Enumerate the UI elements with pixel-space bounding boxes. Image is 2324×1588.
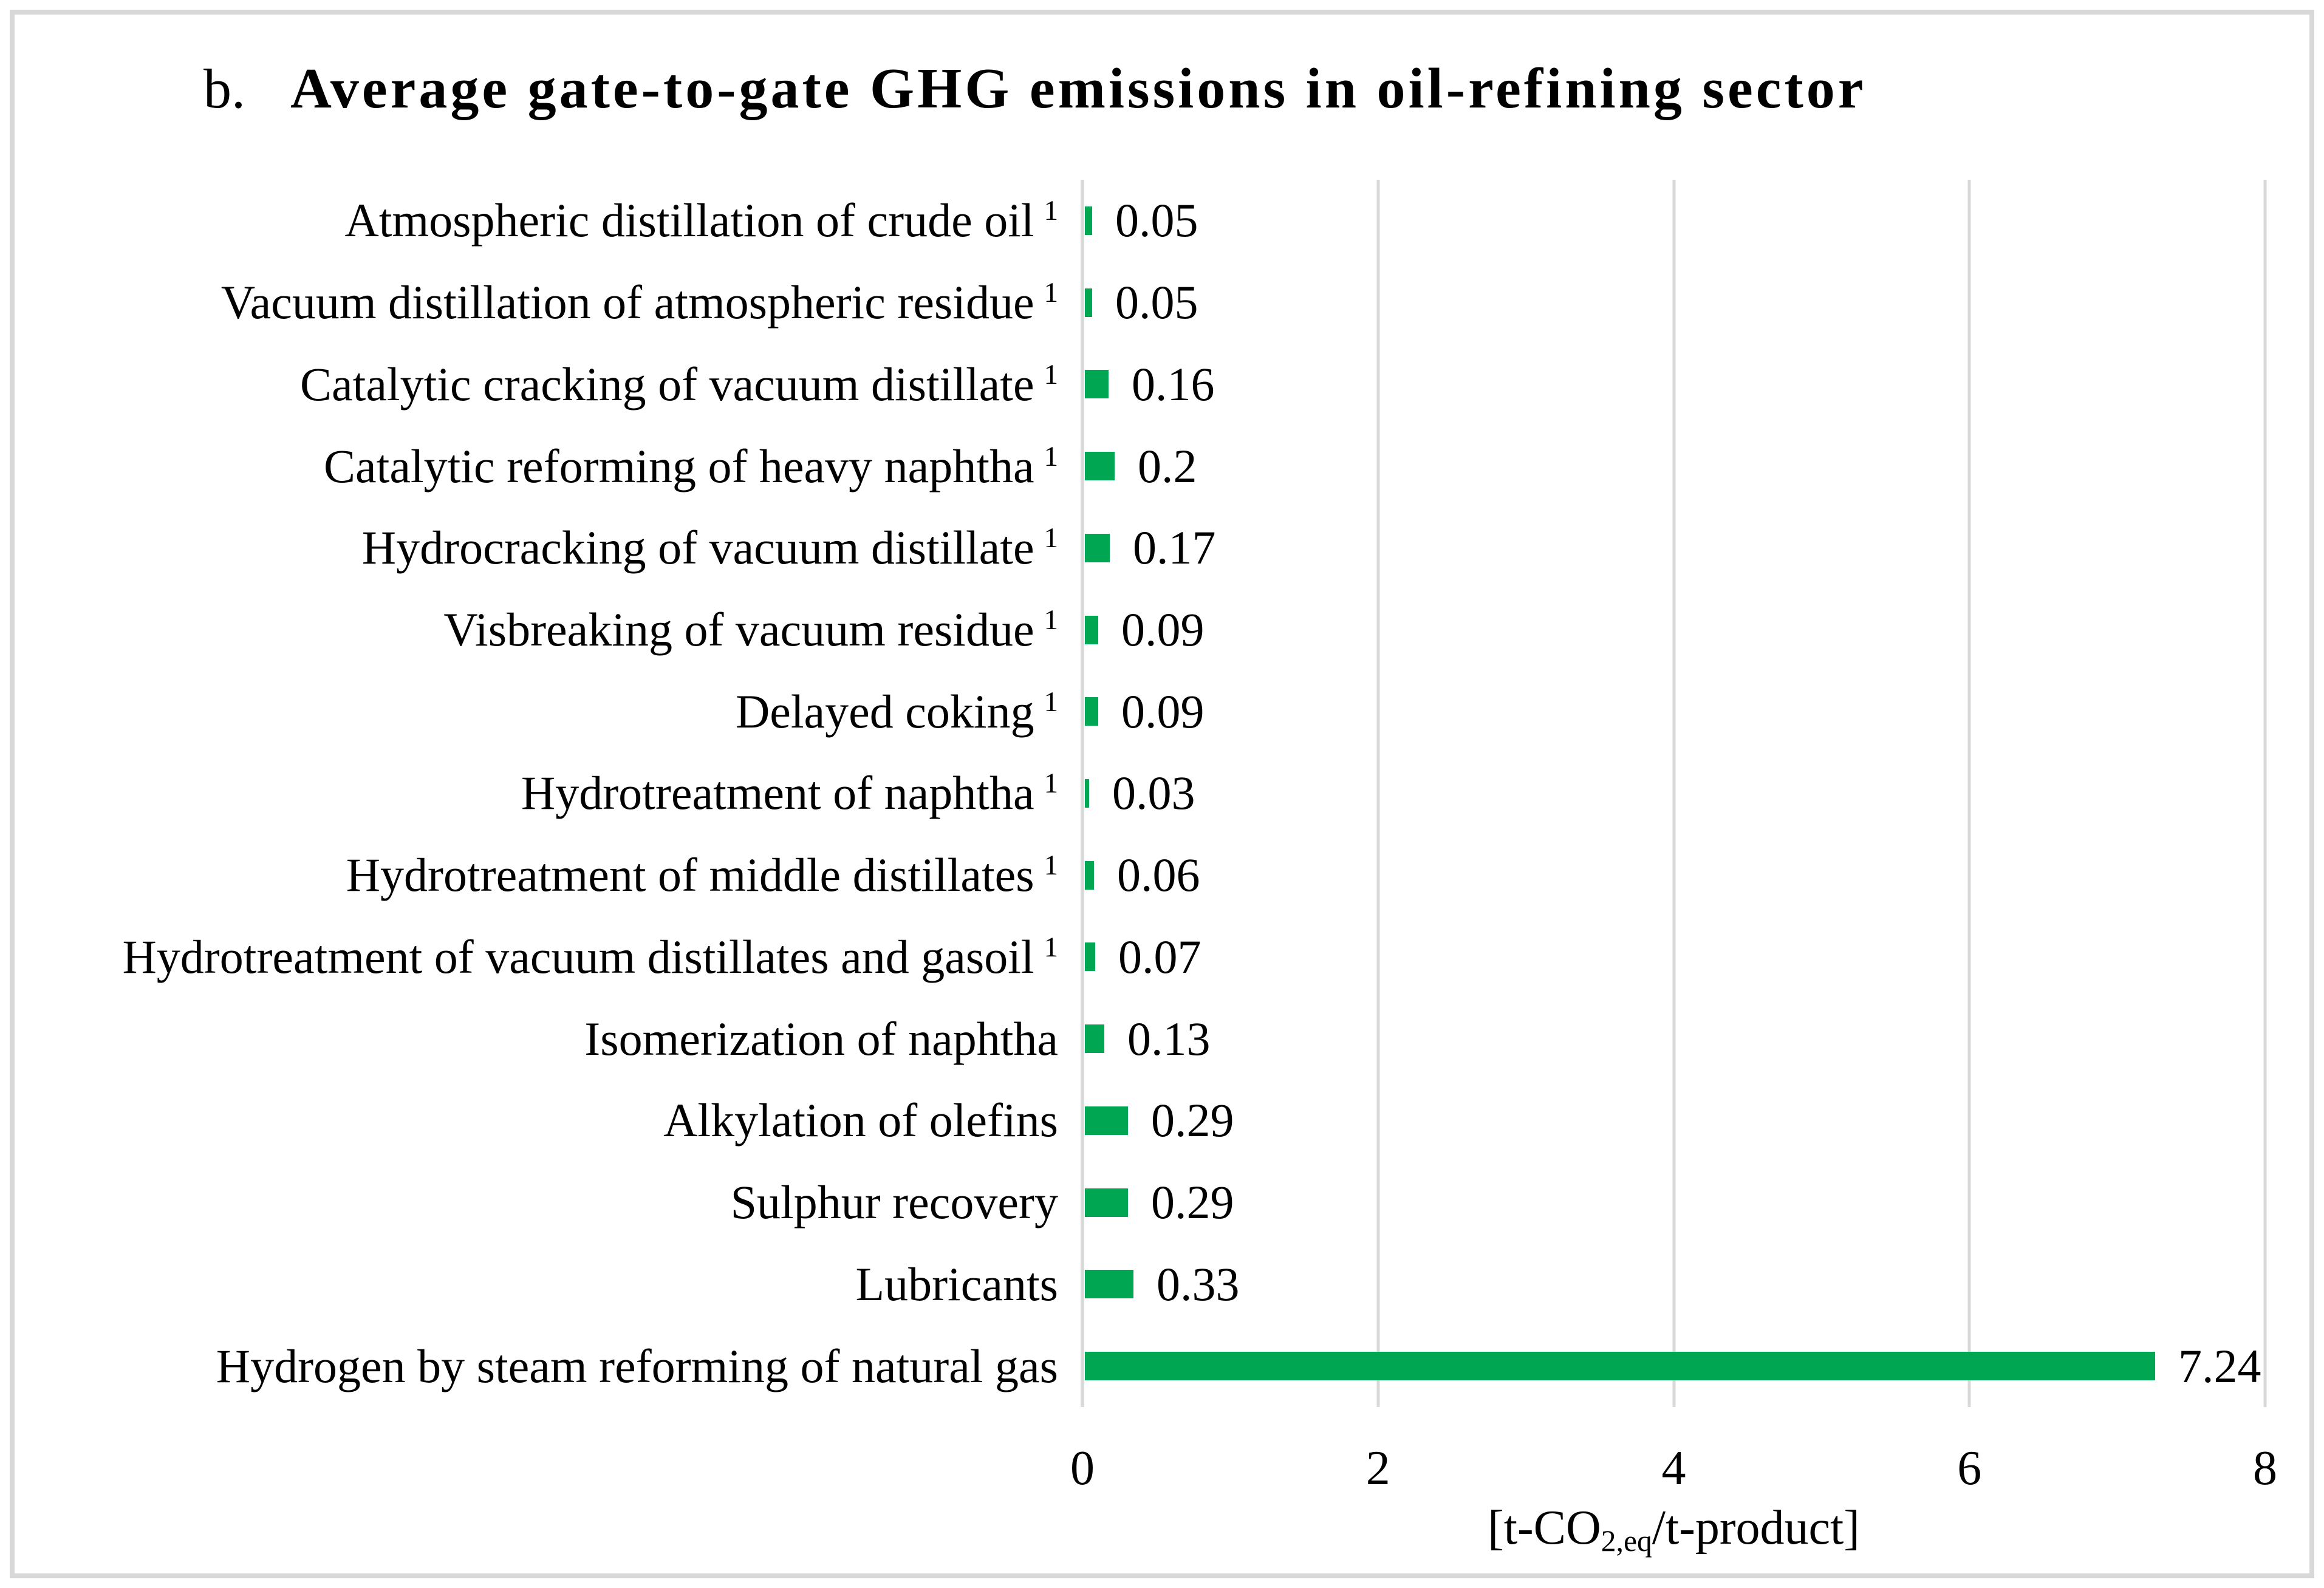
value-label: 0.33 xyxy=(1157,1258,1240,1310)
category-label: Lubricants xyxy=(855,1258,1058,1310)
x-tick-label: 8 xyxy=(2253,1442,2277,1495)
x-axis-title-pre: [t-CO xyxy=(1488,1501,1601,1555)
category-label: Alkylation of olefins xyxy=(663,1094,1058,1147)
bar xyxy=(1085,861,1094,890)
bar xyxy=(1085,534,1110,562)
footnote-superscript: 1 xyxy=(1044,604,1058,636)
category-label: Atmospheric distillation of crude oil 1 xyxy=(344,194,1058,247)
category-label: Hydrogen by steam reforming of natural g… xyxy=(216,1340,1058,1392)
x-tick-label: 4 xyxy=(1661,1442,1686,1495)
chart-title-text: Average gate-to-gate GHG emissions in oi… xyxy=(290,57,1867,120)
footnote-superscript: 1 xyxy=(1044,850,1058,881)
gridline xyxy=(2263,180,2267,1407)
bar xyxy=(1085,616,1098,644)
value-label: 0.13 xyxy=(1127,1012,1211,1065)
category-label: Delayed coking 1 xyxy=(735,685,1058,738)
chart-title: b. Average gate-to-gate GHG emissions in … xyxy=(203,56,1866,121)
bar xyxy=(1085,288,1092,317)
bar xyxy=(1085,1188,1128,1217)
category-label: Hydrotreatment of vacuum distillates and… xyxy=(122,930,1058,983)
y-axis-category-labels: Atmospheric distillation of crude oil 1 Va… xyxy=(0,180,1058,1407)
value-label: 0.07 xyxy=(1118,930,1201,983)
footnote-superscript: 1 xyxy=(1044,932,1058,963)
bar xyxy=(1085,206,1092,235)
footnote-superscript: 1 xyxy=(1044,441,1058,472)
value-label: 0.2 xyxy=(1138,440,1197,492)
plot-area: 0.05 0.05 0.16 0.2 0.17 0.09 0.09 0.03 0.06 0.07 0… xyxy=(1081,180,2267,1407)
value-label: 0.16 xyxy=(1132,358,1215,411)
gridline xyxy=(1376,180,1380,1407)
bar xyxy=(1085,452,1115,480)
value-label: 0.29 xyxy=(1151,1176,1234,1228)
y-axis-line xyxy=(1081,180,1084,1407)
bar xyxy=(1085,1024,1104,1053)
x-axis-title: [t-CO2,eq/t-product] xyxy=(1082,1499,2265,1558)
footnote-superscript: 1 xyxy=(1044,195,1058,227)
value-label: 0.03 xyxy=(1112,766,1195,819)
value-label: 0.06 xyxy=(1117,848,1200,901)
category-label: Catalytic cracking of vacuum distillate 1 xyxy=(300,358,1058,411)
bar xyxy=(1085,370,1109,398)
x-tick-label: 0 xyxy=(1070,1442,1095,1495)
bar xyxy=(1085,942,1095,971)
bar xyxy=(1085,1270,1133,1298)
category-label: Isomerization of naphtha xyxy=(584,1012,1058,1065)
value-label: 0.29 xyxy=(1151,1094,1234,1147)
category-label: Hydrocracking of vacuum distillate 1 xyxy=(361,521,1058,574)
footnote-superscript: 1 xyxy=(1044,686,1058,718)
footnote-superscript: 1 xyxy=(1044,277,1058,308)
x-tick-label: 6 xyxy=(1957,1442,1982,1495)
category-label: Hydrotreatment of naphtha 1 xyxy=(521,766,1058,819)
footnote-superscript: 1 xyxy=(1044,522,1058,554)
bar xyxy=(1085,1352,2155,1380)
bar xyxy=(1085,1106,1128,1135)
x-axis-title-post: /t-product] xyxy=(1652,1501,1860,1555)
x-tick-label: 2 xyxy=(1365,1442,1390,1495)
category-label: Vacuum distillation of atmospheric resid… xyxy=(220,276,1058,329)
value-label: 0.09 xyxy=(1121,603,1205,656)
gridline xyxy=(1967,180,1971,1407)
x-axis-title-subscript: 2,eq xyxy=(1601,1524,1652,1558)
bar xyxy=(1085,779,1089,808)
footnote-superscript: 1 xyxy=(1044,768,1058,799)
category-label: Hydrotreatment of middle distillates 1 xyxy=(346,848,1058,901)
value-label: 7.24 xyxy=(2178,1340,2261,1392)
chart-title-prefix: b. xyxy=(203,58,245,120)
category-label: Catalytic reforming of heavy naphtha 1 xyxy=(324,440,1058,492)
value-label: 0.17 xyxy=(1133,521,1216,574)
gridline xyxy=(1672,180,1675,1407)
value-label: 0.05 xyxy=(1115,194,1198,247)
value-label: 0.09 xyxy=(1121,685,1205,738)
category-label: Sulphur recovery xyxy=(730,1176,1058,1228)
footnote-superscript: 1 xyxy=(1044,359,1058,390)
category-label: Visbreaking of vacuum residue 1 xyxy=(443,603,1058,656)
value-label: 0.05 xyxy=(1115,276,1198,329)
bar xyxy=(1085,697,1098,726)
